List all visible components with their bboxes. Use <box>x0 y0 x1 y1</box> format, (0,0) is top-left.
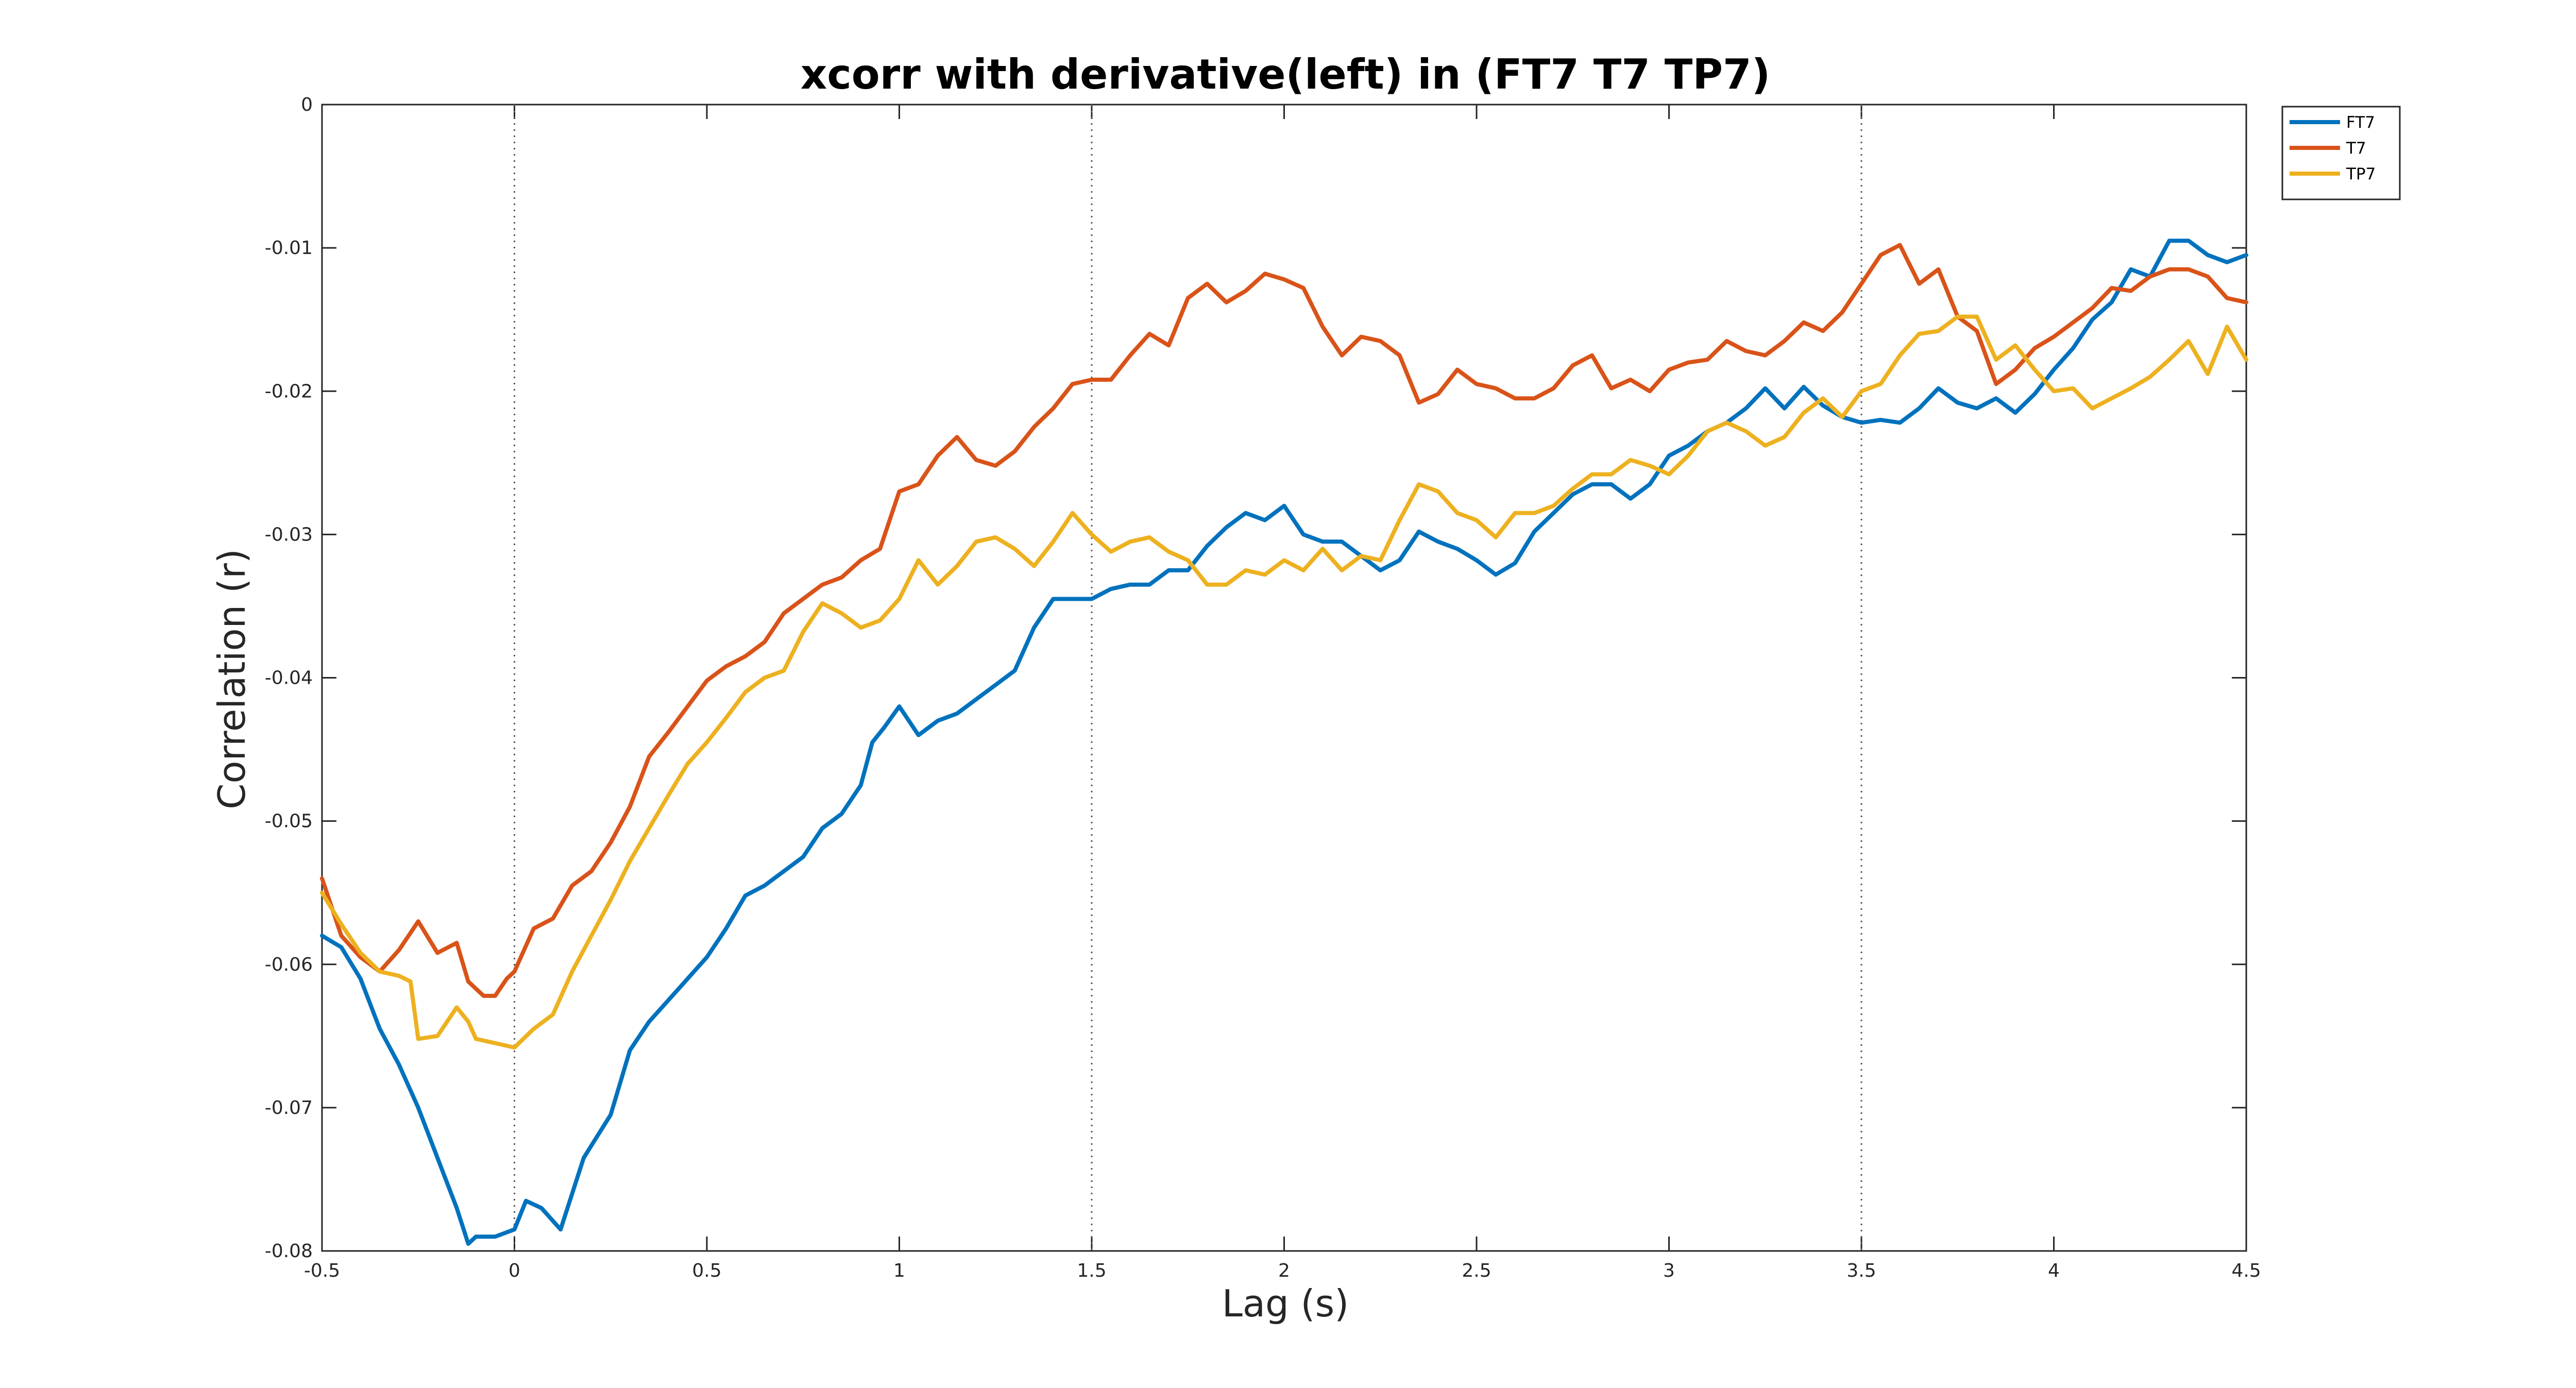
x-tick-label: 0.5 <box>692 1260 721 1281</box>
legend-label-tp7: TP7 <box>2346 165 2376 183</box>
legend-label-ft7: FT7 <box>2346 113 2375 132</box>
x-tick-label: 3.5 <box>1846 1260 1876 1281</box>
y-axis-label: Correlation (r) <box>210 549 253 809</box>
x-tick-label: 2.5 <box>1462 1260 1491 1281</box>
y-tick-label: -0.06 <box>265 954 313 975</box>
legend: FT7 T7 TP7 <box>2281 106 2401 200</box>
y-tick-label: -0.02 <box>265 381 313 402</box>
x-tick-label: 3 <box>1663 1260 1675 1281</box>
x-tick-label: 1.5 <box>1077 1260 1106 1281</box>
y-tick-label: -0.03 <box>265 524 313 545</box>
x-tick-label: 4.5 <box>2231 1260 2261 1281</box>
series-line-t7 <box>320 243 2248 998</box>
x-tick-label: 0 <box>509 1260 520 1281</box>
plot-area: -0.5 0 0.5 1 1.5 2 2.5 3 3.5 4 4.5 0 -0.01 -0.02 -0.03… <box>265 94 2261 1281</box>
y-tick-label: -0.07 <box>265 1097 313 1119</box>
y-tick-label: -0.04 <box>265 668 313 689</box>
series-line-ft7 <box>320 239 2248 1246</box>
y-tick-label: -0.01 <box>265 238 313 259</box>
legend-label-t7: T7 <box>2346 139 2366 158</box>
y-tick-label: 0 <box>301 94 313 115</box>
y-tick-label: -0.08 <box>265 1241 313 1262</box>
x-tick-label: 2 <box>1278 1260 1290 1281</box>
x-axis-label: Lag (s) <box>1222 1282 1349 1325</box>
series-line-tp7 <box>320 314 2248 1050</box>
x-tick-label: -0.5 <box>304 1260 340 1281</box>
x-tick-label: 4 <box>2048 1260 2060 1281</box>
x-tick-label: 1 <box>893 1260 905 1281</box>
chart-title: xcorr with derivative(left) in (FT7 T7 T… <box>801 50 1770 98</box>
y-tick-label: -0.05 <box>265 811 313 832</box>
